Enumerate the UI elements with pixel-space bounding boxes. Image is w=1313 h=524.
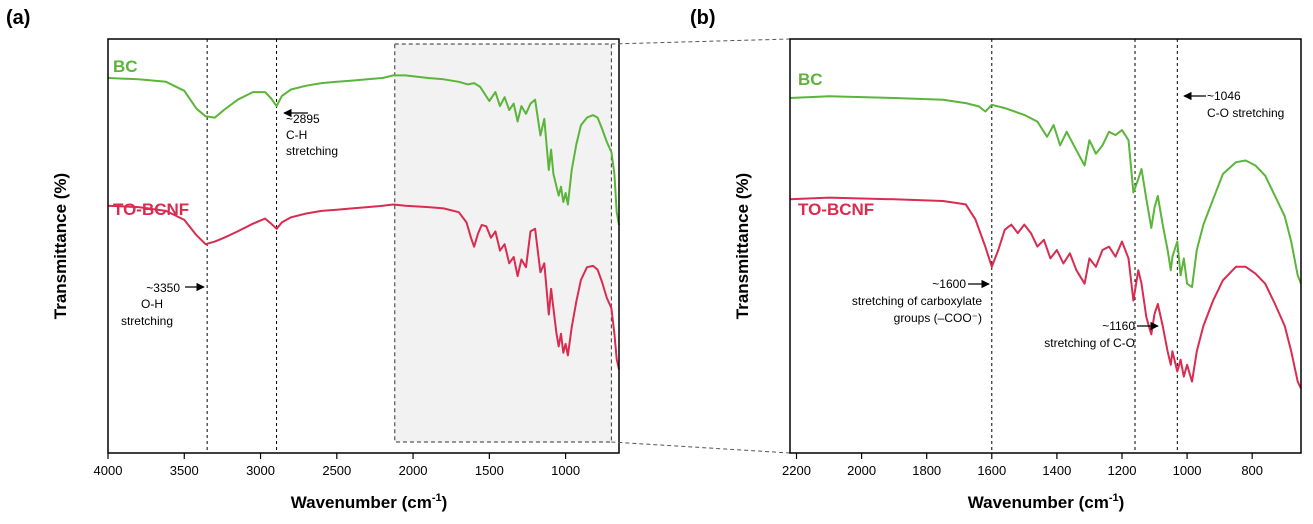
x-tick-label: 1800 — [912, 463, 941, 478]
panel-b-y-axis-title: Transmittance (%) — [733, 173, 752, 319]
panel-a-annotation-3350: ~3350 O-H stretching — [121, 281, 205, 328]
panel-b-x-axis-title: Wavenumber (cm-1) — [968, 492, 1125, 512]
panel-b-series-label-tobcnf: TO-BCNF — [798, 200, 874, 219]
panel-a-frame — [107, 38, 620, 454]
x-tick-label: 1400 — [1042, 463, 1071, 478]
panel-b-annotation-1160: ~1160 stretching of C-O — [1044, 319, 1159, 350]
annotation-line: ~3350 — [146, 281, 180, 295]
annotation-line: stretching of C-O — [1044, 336, 1135, 350]
x-tick-label: 2500 — [322, 463, 351, 478]
panel-b-series — [789, 95, 1302, 389]
panel-a-highlight-region — [394, 43, 612, 443]
series-line-to-bcnf — [107, 203, 620, 370]
series-line-bc — [107, 74, 620, 226]
xlabel-main: Wavenumber (cm — [968, 493, 1109, 512]
x-tick-label: 2000 — [399, 463, 428, 478]
annotation-line: stretching — [286, 144, 338, 158]
panel-b-label: (b) — [690, 7, 716, 29]
xlabel-end: ) — [1119, 493, 1125, 512]
x-tick-label: 2200 — [782, 463, 811, 478]
panel-b-annotation-1046: ~1046 C-O stretching — [1183, 89, 1284, 120]
panel-a-reference-lines — [206, 39, 278, 453]
panel-a-x-axis-title: Wavenumber (cm-1) — [291, 492, 448, 512]
panel-b-series-label-bc: BC — [798, 70, 823, 89]
x-tick-label: 2000 — [847, 463, 876, 478]
panel-b: 2200 2000 1800 1600 1400 1200 1000 800 BC TO-BC… — [733, 38, 1302, 512]
x-tick-label: 1500 — [475, 463, 504, 478]
x-tick-label: 1000 — [1173, 463, 1202, 478]
x-tick-label: 4000 — [94, 463, 123, 478]
zoom-connector-bottom — [611, 441, 791, 454]
xlabel-sup: -1 — [432, 492, 442, 504]
annotation-line: ~1600 — [932, 277, 966, 291]
annotation-line: C-O stretching — [1207, 106, 1284, 120]
panel-b-frame — [789, 38, 1302, 454]
annotation-line: stretching of carboxylate — [852, 294, 982, 308]
x-tick-label: 1600 — [977, 463, 1006, 478]
x-tick-label: 800 — [1241, 463, 1263, 478]
x-tick-label: 1200 — [1108, 463, 1137, 478]
panel-a-annotation-2895: ~2895 C-H stretching — [283, 108, 338, 158]
panel-a-x-ticks: 4000 3500 3000 2500 2000 1500 1000 — [94, 453, 580, 478]
annotation-line: C-H — [286, 128, 307, 142]
series-line-to-bcnf — [789, 196, 1302, 389]
xlabel-end: ) — [442, 493, 448, 512]
x-tick-label: 1000 — [551, 463, 580, 478]
panel-a-series-label-tobcnf: TO-BCNF — [113, 200, 189, 219]
xlabel-main: Wavenumber (cm — [291, 493, 432, 512]
panel-a-series — [107, 74, 620, 370]
annotation-line: stretching — [121, 314, 173, 328]
x-tick-label: 3500 — [170, 463, 199, 478]
annotation-line: O-H — [141, 297, 163, 311]
x-tick-label: 3000 — [246, 463, 275, 478]
zoom-connector-top — [611, 38, 791, 45]
xlabel-sup: -1 — [1109, 492, 1119, 504]
annotation-line: ~2895 — [286, 112, 320, 126]
panel-a-y-axis-title: Transmittance (%) — [51, 173, 70, 319]
annotation-line: ~1160 — [1102, 319, 1135, 333]
panel-b-x-ticks: 2200 2000 1800 1600 1400 1200 1000 800 — [782, 453, 1263, 478]
panel-a: 4000 3500 3000 2500 2000 1500 1000 BC TO-BCNF … — [51, 38, 620, 512]
annotation-line: ~1046 — [1207, 89, 1241, 103]
panel-b-reference-lines — [991, 39, 1178, 453]
panel-a-series-label-bc: BC — [113, 57, 138, 76]
annotation-line: groups (–COO⁻) — [894, 311, 982, 325]
series-line-bc — [789, 95, 1302, 289]
panel-b-annotation-1600: ~1600 stretching of carboxylate groups (… — [852, 277, 990, 325]
panel-a-label: (a) — [6, 7, 30, 29]
